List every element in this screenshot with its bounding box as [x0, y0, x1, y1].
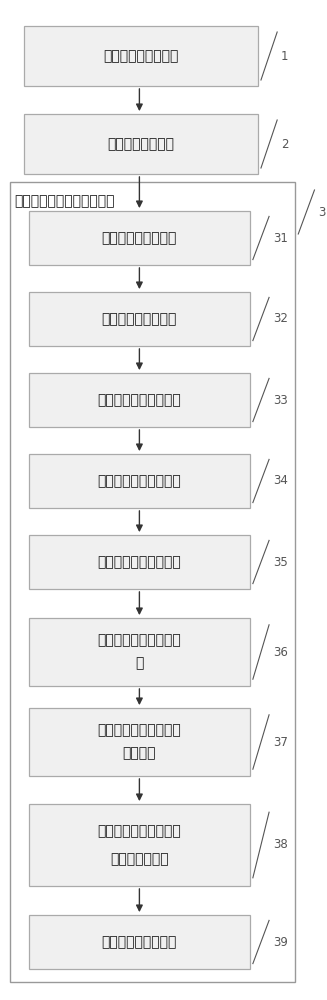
Text: 32: 32	[273, 312, 288, 326]
Text: 3: 3	[318, 206, 326, 219]
Text: 失效因素确立模块: 失效因素确立模块	[108, 137, 175, 151]
Bar	[29, 535, 250, 589]
Bar	[29, 915, 250, 969]
Text: 31: 31	[273, 232, 288, 244]
Bar	[29, 373, 250, 427]
Text: 2: 2	[281, 137, 288, 150]
Text: 评价指标权重计算子模: 评价指标权重计算子模	[97, 633, 181, 647]
Text: 资料收集与总结模块: 资料收集与总结模块	[103, 49, 179, 63]
Bar	[29, 211, 250, 265]
Text: 36: 36	[273, 646, 288, 658]
Bar	[10, 182, 295, 982]
Text: 风险等级评价模型创建模块: 风险等级评价模型创建模块	[15, 194, 115, 208]
Text: 评价指标关联函数值计: 评价指标关联函数值计	[97, 723, 181, 737]
Text: 算子模块: 算子模块	[123, 747, 156, 761]
Bar	[24, 114, 258, 174]
Text: 35: 35	[273, 556, 288, 568]
Bar	[29, 292, 250, 346]
Text: 1: 1	[281, 49, 288, 62]
Text: 块: 块	[135, 657, 144, 671]
Bar	[29, 618, 250, 686]
Text: 节域物元体确定子模块: 节域物元体确定子模块	[97, 474, 181, 488]
Text: 37: 37	[273, 736, 288, 748]
Text: 评价指标确定子模块: 评价指标确定子模块	[102, 312, 177, 326]
Text: 33: 33	[273, 393, 288, 406]
Bar	[29, 454, 250, 508]
Text: 量域物元体确定子模块: 量域物元体确定子模块	[97, 393, 181, 407]
Text: 风险等级划分子模块: 风险等级划分子模块	[102, 231, 177, 245]
Text: 34: 34	[273, 475, 288, 488]
Bar	[29, 804, 250, 886]
Text: 待评物元体确定子模块: 待评物元体确定子模块	[97, 555, 181, 569]
Bar	[29, 708, 250, 776]
Bar	[24, 26, 258, 86]
Text: 39: 39	[273, 936, 288, 948]
Text: 燃气聚乙烯管道关联函: 燃气聚乙烯管道关联函	[97, 824, 181, 838]
Text: 38: 38	[273, 838, 288, 852]
Text: 数值计算子模块: 数值计算子模块	[110, 852, 169, 866]
Text: 风险等级确定子模块: 风险等级确定子模块	[102, 935, 177, 949]
